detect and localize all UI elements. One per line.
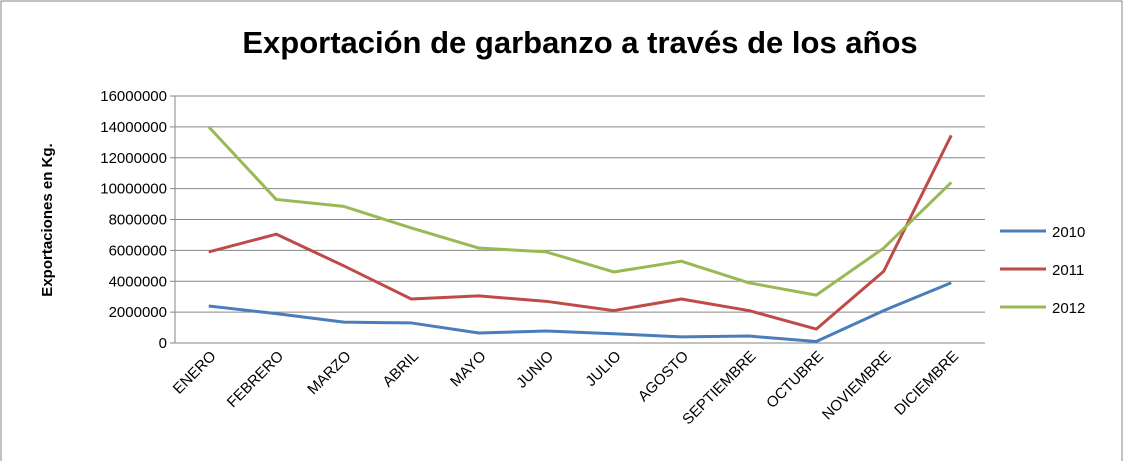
series-line (208, 134, 953, 331)
legend-label: 2011 (1052, 262, 1084, 279)
chart-title: Exportación de garbanzo a través de los … (242, 25, 917, 60)
y-tick-label: 6000000 (109, 242, 167, 259)
legend-label: 2012 (1052, 300, 1085, 317)
y-tick-label: 8000000 (109, 212, 167, 229)
legend-label: 2010 (1052, 224, 1085, 241)
y-tick-label: 0 (159, 335, 167, 352)
series-line (208, 281, 952, 343)
y-tick-label: 16000000 (100, 88, 167, 105)
y-tick-label: 4000000 (109, 273, 167, 290)
y-tick-label: 12000000 (100, 150, 167, 167)
y-tick-label: 10000000 (100, 181, 167, 198)
y-axis-label: Exportaciones en Kg. (39, 143, 56, 296)
y-tick-label: 2000000 (109, 304, 167, 321)
series-line (207, 125, 953, 297)
y-tick-label: 14000000 (100, 119, 167, 136)
